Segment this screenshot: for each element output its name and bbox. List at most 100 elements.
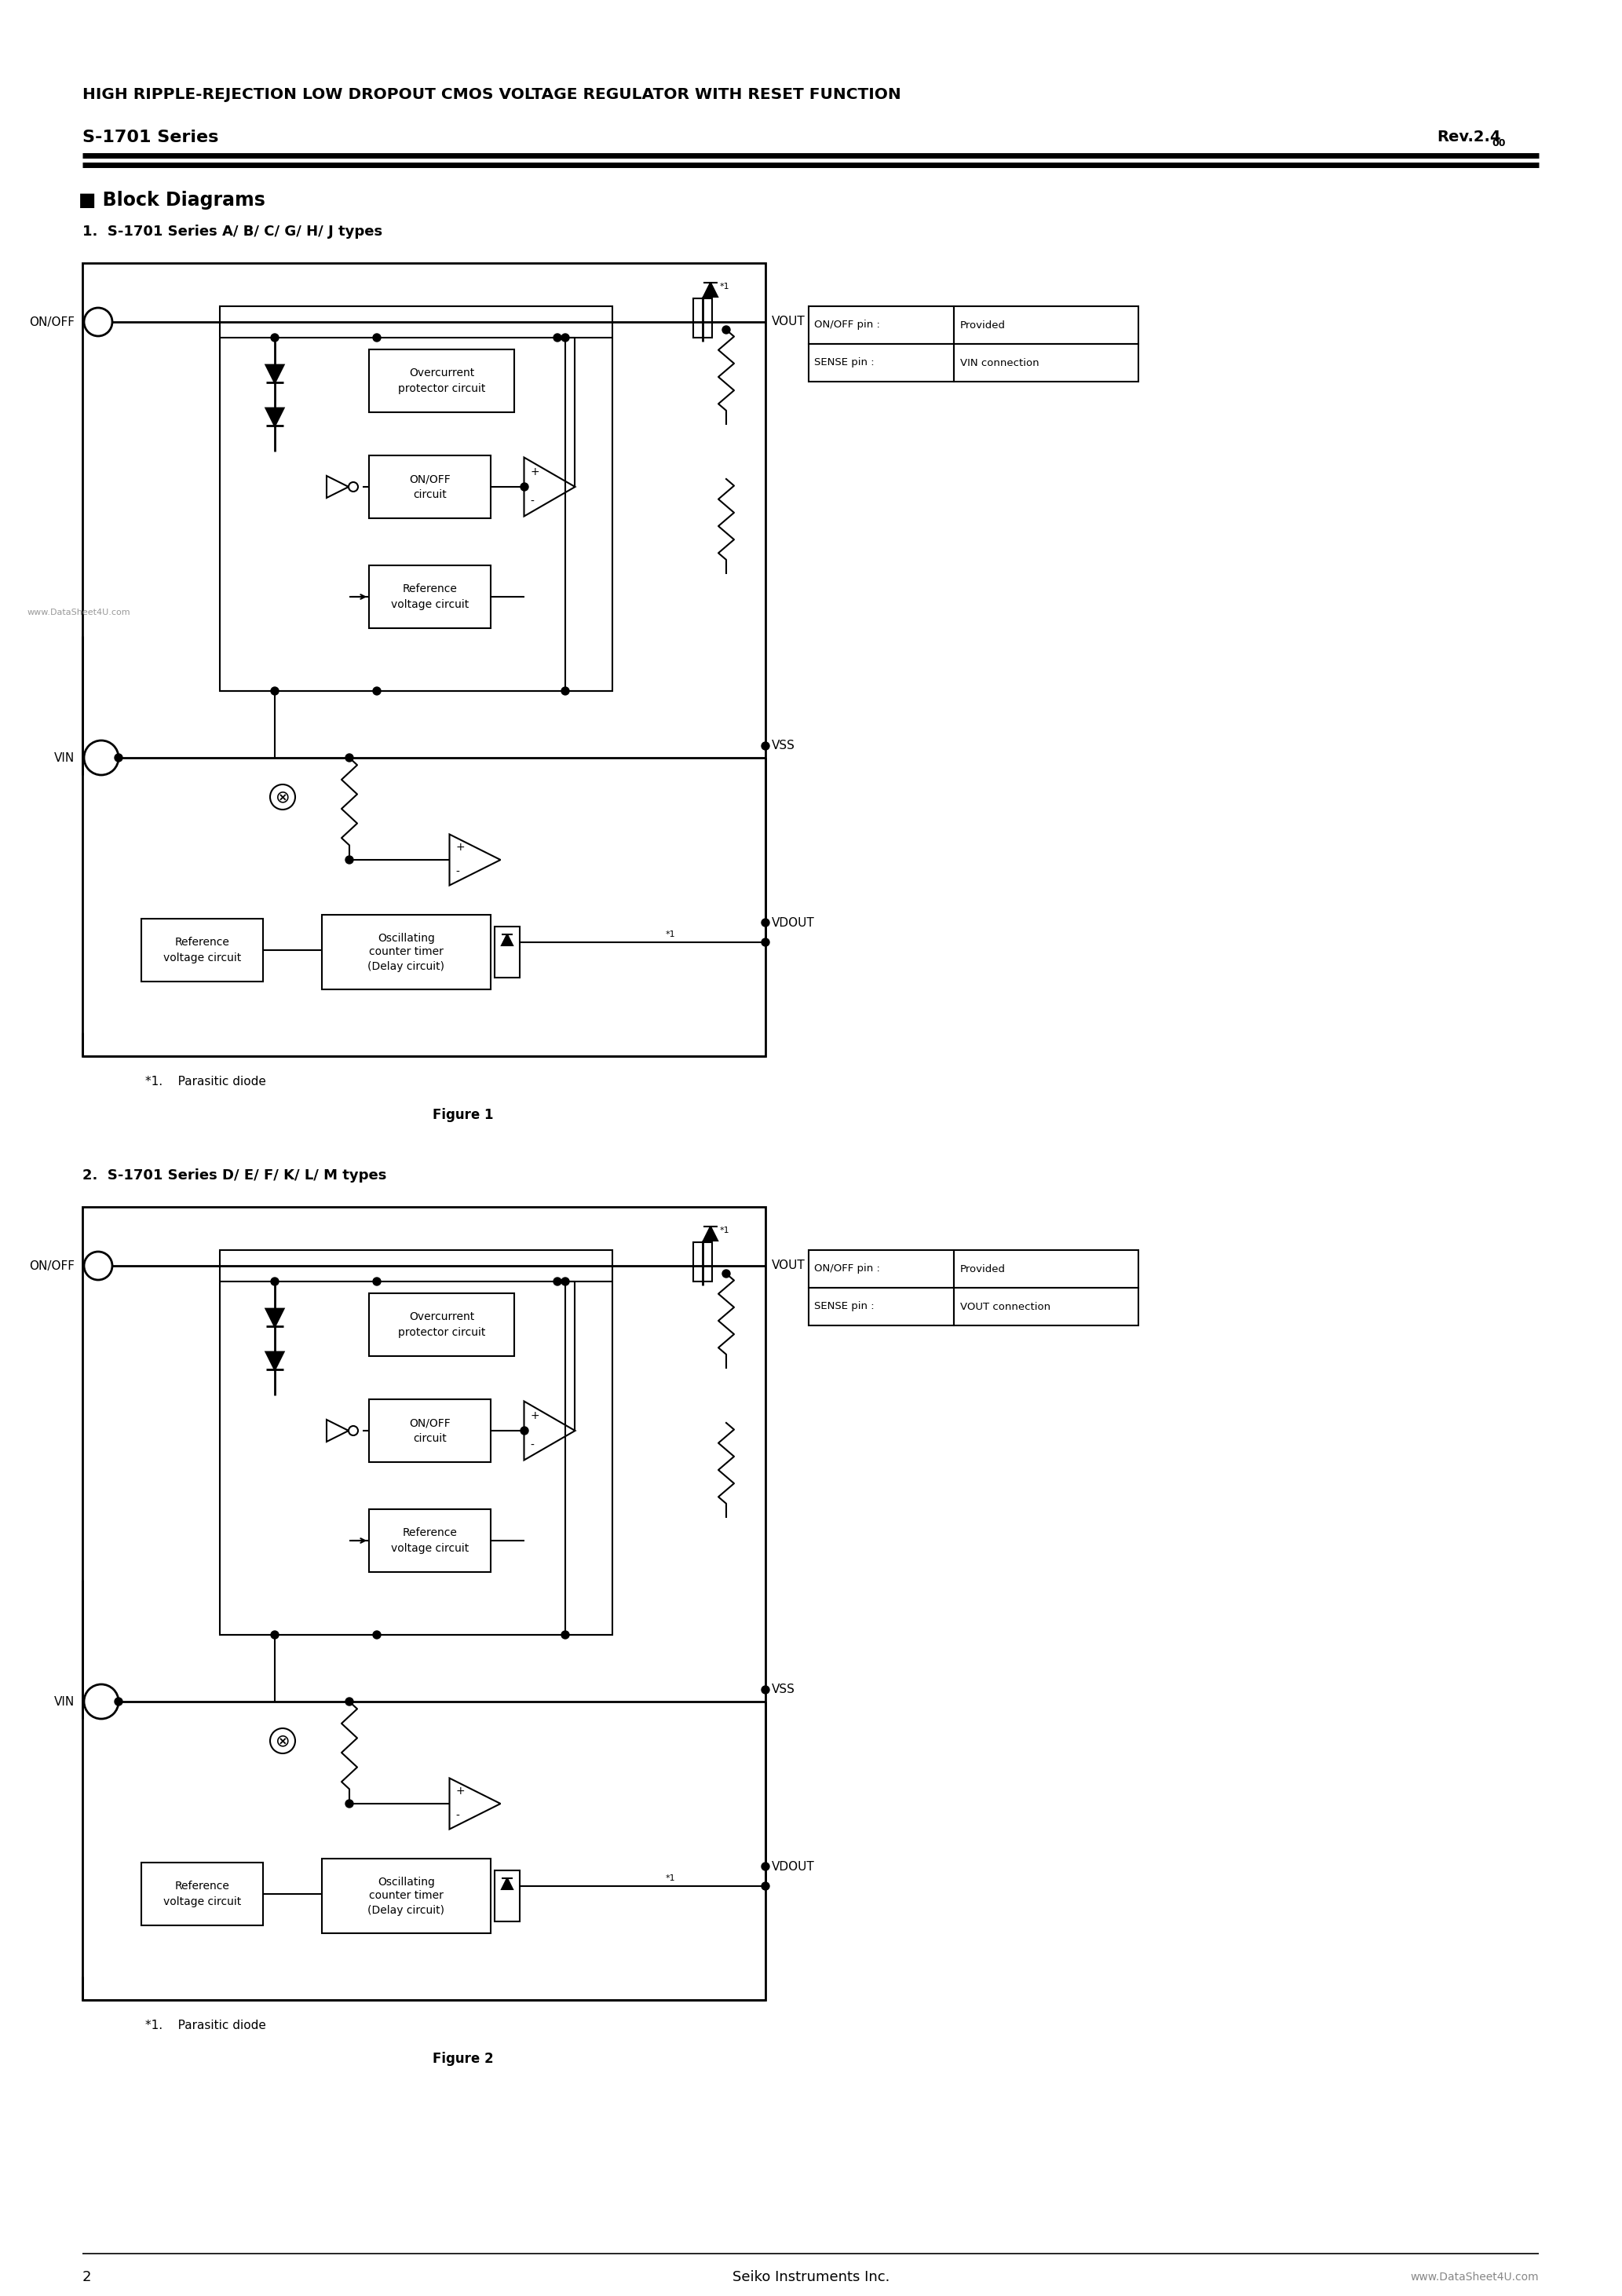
Text: Oscillating: Oscillating: [378, 932, 435, 944]
Text: ⊗: ⊗: [276, 790, 290, 806]
Text: +: +: [456, 843, 466, 852]
Text: *1: *1: [665, 930, 676, 939]
Text: HIGH RIPPLE-REJECTION LOW DROPOUT CMOS VOLTAGE REGULATOR WITH RESET FUNCTION: HIGH RIPPLE-REJECTION LOW DROPOUT CMOS V…: [83, 87, 902, 101]
Bar: [809, 1249, 954, 1288]
Polygon shape: [704, 1226, 717, 1240]
Text: ON/OFF: ON/OFF: [409, 473, 451, 484]
Text: VOUT: VOUT: [772, 317, 805, 328]
Bar: [83, 1208, 766, 2000]
Bar: [495, 1871, 519, 1922]
Text: circuit: circuit: [414, 489, 446, 501]
Circle shape: [271, 1630, 279, 1639]
Text: *1: *1: [720, 1226, 730, 1235]
Circle shape: [521, 482, 529, 491]
Text: Provided: Provided: [960, 319, 1006, 331]
Text: ■ Block Diagrams: ■ Block Diagrams: [78, 191, 266, 209]
Circle shape: [553, 1277, 561, 1286]
Text: Reference: Reference: [402, 583, 457, 595]
Circle shape: [349, 1426, 358, 1435]
Circle shape: [373, 687, 381, 696]
Circle shape: [561, 687, 569, 696]
Text: circuit: circuit: [414, 1433, 446, 1444]
Circle shape: [762, 918, 769, 928]
Text: Figure 2: Figure 2: [433, 2053, 493, 2066]
Bar: [368, 349, 514, 413]
Polygon shape: [266, 409, 284, 425]
Circle shape: [115, 753, 123, 762]
Circle shape: [349, 482, 358, 491]
Bar: [221, 1249, 613, 1635]
Polygon shape: [266, 1352, 284, 1368]
Text: -: -: [530, 496, 534, 507]
Text: -: -: [456, 1812, 459, 1823]
Text: 00: 00: [1492, 138, 1505, 147]
Bar: [321, 914, 491, 990]
Circle shape: [762, 1862, 769, 1871]
Bar: [954, 1249, 1139, 1288]
Text: VOUT connection: VOUT connection: [960, 1302, 1051, 1311]
Text: VDOUT: VDOUT: [772, 1860, 814, 1871]
Text: protector circuit: protector circuit: [397, 1327, 485, 1339]
Text: +: +: [530, 1410, 540, 1421]
Circle shape: [762, 1685, 769, 1694]
Text: VSS: VSS: [772, 739, 795, 751]
Text: ON/OFF: ON/OFF: [29, 317, 75, 328]
Text: ON/OFF: ON/OFF: [29, 1261, 75, 1272]
Polygon shape: [501, 1878, 513, 1890]
Bar: [368, 1398, 491, 1463]
Bar: [693, 1242, 712, 1281]
Text: *1.    Parasitic diode: *1. Parasitic diode: [146, 1075, 266, 1086]
Text: ON/OFF pin :: ON/OFF pin :: [814, 319, 881, 331]
Circle shape: [84, 742, 118, 776]
Text: VIN: VIN: [54, 751, 75, 765]
Text: Reference: Reference: [402, 1527, 457, 1538]
Text: Seiko Instruments Inc.: Seiko Instruments Inc.: [733, 2271, 889, 2285]
Text: (Delay circuit): (Delay circuit): [368, 1906, 444, 1915]
Circle shape: [345, 753, 354, 762]
Text: counter timer: counter timer: [370, 946, 443, 957]
Bar: [954, 1288, 1139, 1325]
Text: ON/OFF: ON/OFF: [409, 1417, 451, 1428]
Text: *1: *1: [720, 282, 730, 292]
Circle shape: [561, 333, 569, 342]
Bar: [141, 1862, 263, 1926]
Text: -: -: [456, 868, 459, 877]
Bar: [809, 344, 954, 381]
Text: (Delay circuit): (Delay circuit): [368, 960, 444, 971]
Text: Figure 1: Figure 1: [433, 1109, 493, 1123]
Circle shape: [561, 1277, 569, 1286]
Text: ⊗: ⊗: [276, 1733, 290, 1750]
Text: 2: 2: [83, 2271, 91, 2285]
Circle shape: [345, 1800, 354, 1807]
Circle shape: [722, 326, 730, 333]
Text: Reference: Reference: [175, 937, 230, 948]
Circle shape: [553, 333, 561, 342]
Text: *1.    Parasitic diode: *1. Parasitic diode: [146, 2018, 266, 2032]
Text: ON/OFF pin :: ON/OFF pin :: [814, 1263, 881, 1274]
Circle shape: [84, 1251, 112, 1279]
Bar: [954, 305, 1139, 344]
Polygon shape: [266, 1309, 284, 1327]
Polygon shape: [704, 282, 717, 296]
Text: 1.  S-1701 Series A/ B/ C/ G/ H/ J types: 1. S-1701 Series A/ B/ C/ G/ H/ J types: [83, 225, 383, 239]
Circle shape: [762, 742, 769, 751]
Circle shape: [373, 1630, 381, 1639]
Text: voltage circuit: voltage circuit: [391, 599, 469, 611]
Text: counter timer: counter timer: [370, 1890, 443, 1901]
Text: VOUT: VOUT: [772, 1261, 805, 1272]
Bar: [368, 455, 491, 519]
Circle shape: [762, 939, 769, 946]
Text: VIN connection: VIN connection: [960, 358, 1040, 367]
Text: protector circuit: protector circuit: [397, 383, 485, 395]
Bar: [83, 264, 766, 1056]
Circle shape: [561, 1630, 569, 1639]
Bar: [221, 305, 613, 691]
Text: Rev.2.4: Rev.2.4: [1437, 131, 1500, 145]
Circle shape: [271, 687, 279, 696]
Text: www.DataSheet4U.com: www.DataSheet4U.com: [1410, 2271, 1539, 2282]
Text: *1: *1: [665, 1874, 676, 1883]
Text: 2.  S-1701 Series D/ E/ F/ K/ L/ M types: 2. S-1701 Series D/ E/ F/ K/ L/ M types: [83, 1169, 386, 1182]
Bar: [368, 1508, 491, 1573]
Bar: [693, 298, 712, 338]
Text: SENSE pin :: SENSE pin :: [814, 358, 874, 367]
